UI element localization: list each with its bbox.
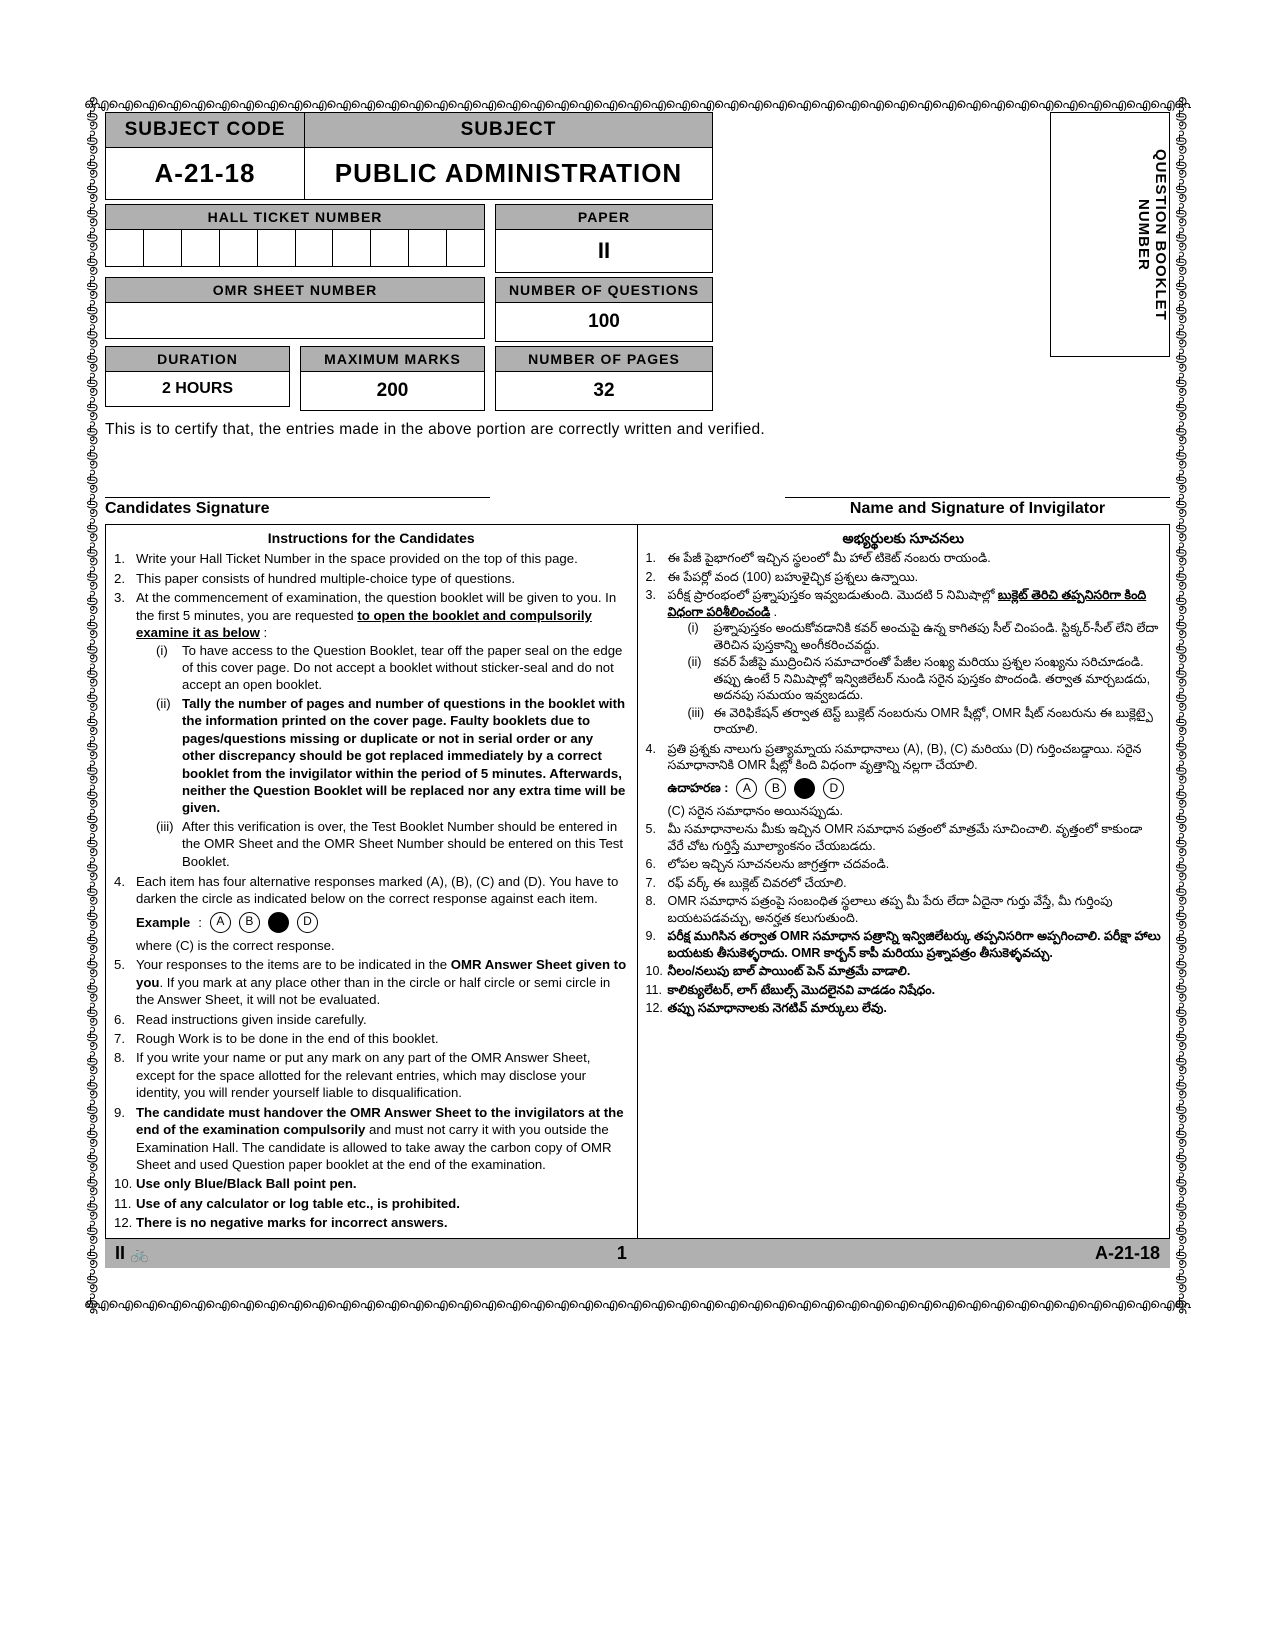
footer-right: A-21-18 xyxy=(1095,1243,1160,1264)
np-header: NUMBER OF PAGES xyxy=(495,346,713,372)
option-a: A xyxy=(210,912,231,933)
border-left: ഐഐഐഐഐഐഐഐഐഐഐഐഐഐഐഐഐഐഐഐഐഐഐഐഐഐഐഐഐഐഐഐഐഐഐഐഐഐഐഐ… xyxy=(84,96,102,1314)
option-c-filled-te xyxy=(794,778,815,799)
certify-text: This is to certify that, the entries mad… xyxy=(105,421,1170,439)
hall-ticket-header: HALL TICKET NUMBER xyxy=(105,204,485,230)
subject-value: PUBLIC ADMINISTRATION xyxy=(305,148,713,200)
border-right: ഐഐഐഐഐഐഐഐഐഐഐഐഐഐഐഐഐഐഐഐഐഐഐഐഐഐഐഐഐഐഐഐഐഐഐഐഐഐഐഐ… xyxy=(1173,96,1191,1314)
option-d-te: D xyxy=(823,778,844,799)
omr-value[interactable] xyxy=(105,303,485,339)
maxmarks-header: MAXIMUM MARKS xyxy=(300,346,485,372)
footer-center: 1 xyxy=(617,1243,627,1264)
nq-header: NUMBER OF QUESTIONS xyxy=(495,277,713,303)
paper-value: II xyxy=(495,230,713,273)
paper-header: PAPER xyxy=(495,204,713,230)
booklet-number-box: QUESTION BOOKLET NUMBER xyxy=(1050,112,1170,357)
booklet-label: QUESTION BOOKLET NUMBER xyxy=(1135,113,1169,356)
option-c-filled xyxy=(268,912,289,933)
inst-title-te: అభ్యర్థులకు సూచనలు xyxy=(646,529,1162,547)
subject-code-header: SUBJECT CODE xyxy=(105,112,305,148)
option-a-te: A xyxy=(736,778,757,799)
instructions-box: Instructions for the Candidates 1.Write … xyxy=(105,524,1170,1239)
option-d: D xyxy=(297,912,318,933)
bike-icon: 🚲 xyxy=(130,1246,149,1263)
inst-title-en: Instructions for the Candidates xyxy=(114,529,629,547)
omr-header: OMR SHEET NUMBER xyxy=(105,277,485,303)
invigilator-signature: Name and Signature of Invigilator xyxy=(785,497,1170,518)
maxmarks-value: 200 xyxy=(300,372,485,411)
np-value: 32 xyxy=(495,372,713,411)
candidate-signature: Candidates Signature xyxy=(105,497,490,518)
duration-header: DURATION xyxy=(105,346,290,372)
nq-value: 100 xyxy=(495,303,713,342)
footer-bar: II 🚲 1 A-21-18 xyxy=(105,1239,1170,1268)
instructions-telugu: అభ్యర్థులకు సూచనలు 1.ఈ పేజీ పైభాగంలో ఇచ్… xyxy=(638,525,1170,1238)
border-bottom: ഐഐഐഐഐഐഐഐഐഐഐഐഐഐഐഐഐഐഐഐഐഐഐഐഐഐഐഐഐഐഐഐഐഐഐഐഐഐഐഐ… xyxy=(84,1296,1191,1314)
subject-header: SUBJECT xyxy=(305,112,713,148)
instructions-english: Instructions for the Candidates 1.Write … xyxy=(106,525,638,1238)
option-b: B xyxy=(239,912,260,933)
subject-code-value: A-21-18 xyxy=(105,148,305,200)
main-content: QUESTION BOOKLET NUMBER SUBJECT CODE SUB… xyxy=(105,112,1170,1268)
hall-ticket-boxes[interactable] xyxy=(105,230,485,267)
footer-left: II xyxy=(115,1243,125,1263)
option-b-te: B xyxy=(765,778,786,799)
duration-value: 2 HOURS xyxy=(105,372,290,407)
